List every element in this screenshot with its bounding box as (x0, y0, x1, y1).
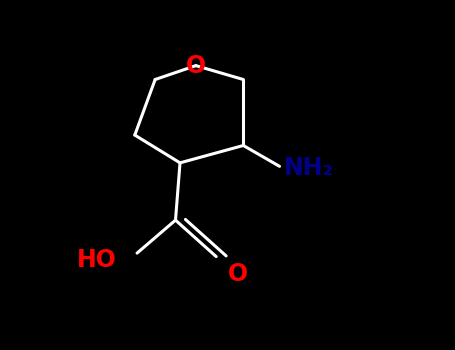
Text: HO: HO (77, 248, 116, 272)
Text: O: O (228, 262, 248, 286)
Text: O: O (186, 54, 206, 78)
Text: NH₂: NH₂ (284, 156, 334, 180)
